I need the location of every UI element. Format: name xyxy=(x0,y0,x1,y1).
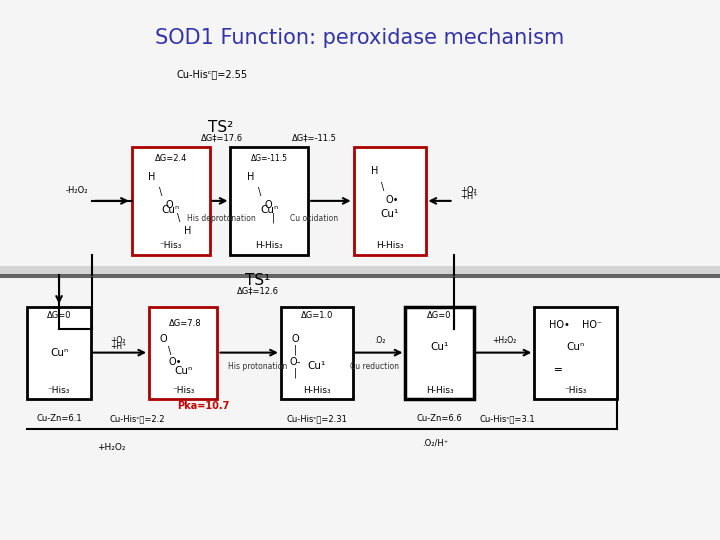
Text: O•: O• xyxy=(386,195,399,205)
Text: ΔG‡=17.6: ΔG‡=17.6 xyxy=(201,133,243,142)
Text: HO⁻: HO⁻ xyxy=(582,320,602,330)
Text: +H₂O₂: +H₂O₂ xyxy=(97,443,126,451)
Text: TS²: TS² xyxy=(208,120,234,135)
Bar xyxy=(0,274,720,278)
Text: ΔG‡=-11.5: ΔG‡=-11.5 xyxy=(292,133,336,142)
Bar xyxy=(354,147,426,255)
Text: |: | xyxy=(272,213,275,224)
Text: O: O xyxy=(292,334,299,344)
Text: \: \ xyxy=(381,182,384,192)
Text: Cu-Hisᶜᶃ=2.2: Cu-Hisᶜᶃ=2.2 xyxy=(109,414,165,423)
Text: O-: O- xyxy=(289,357,301,367)
Text: \: \ xyxy=(177,213,180,223)
Text: SOD1 Function: peroxidase mechanism: SOD1 Function: peroxidase mechanism xyxy=(156,28,564,48)
Text: Cuⁿ: Cuⁿ xyxy=(174,366,192,376)
Text: \: \ xyxy=(159,187,162,197)
Text: Cu-Hisᶜᶃ=2.55: Cu-Hisᶜᶃ=2.55 xyxy=(176,70,247,79)
Text: Cu-Hisᶜᶃ=2.31: Cu-Hisᶜᶃ=2.31 xyxy=(287,414,347,423)
Text: Pka=10.7: Pka=10.7 xyxy=(177,401,229,411)
Bar xyxy=(27,307,91,399)
Text: H: H xyxy=(184,226,192,236)
Text: ΔG=7.8: ΔG=7.8 xyxy=(169,319,202,328)
Bar xyxy=(281,307,353,399)
Text: \: \ xyxy=(168,346,171,356)
Text: His deprotonation: His deprotonation xyxy=(187,214,256,223)
Text: H-His₃: H-His₃ xyxy=(256,241,283,249)
Text: ═: ═ xyxy=(554,364,561,374)
Text: ΔG=-11.5: ΔG=-11.5 xyxy=(251,154,288,163)
Text: Cuⁿ: Cuⁿ xyxy=(567,342,585,352)
Text: O: O xyxy=(166,200,173,210)
Text: Cu-Zn=6.6: Cu-Zn=6.6 xyxy=(416,414,462,423)
Bar xyxy=(132,147,210,255)
Text: Cu-Zn=6.1: Cu-Zn=6.1 xyxy=(36,414,82,423)
Text: H: H xyxy=(247,172,254,182)
Text: O: O xyxy=(264,200,271,210)
Text: +H₂O₂: +H₂O₂ xyxy=(492,336,516,345)
Text: +H⁺: +H⁺ xyxy=(460,192,477,201)
Bar xyxy=(405,307,474,399)
Text: Cu oxidation: Cu oxidation xyxy=(290,214,338,223)
Text: \: \ xyxy=(258,187,261,197)
Text: .O₂: .O₂ xyxy=(374,336,385,345)
Text: ⁻His₃: ⁻His₃ xyxy=(172,387,194,395)
Text: -H₂O₂: -H₂O₂ xyxy=(66,186,89,194)
Text: H: H xyxy=(372,166,379,176)
Text: Cu¹: Cu¹ xyxy=(431,342,449,352)
Bar xyxy=(534,307,617,399)
Text: ⁻His₃: ⁻His₃ xyxy=(564,387,587,395)
Bar xyxy=(230,147,308,255)
Text: Cuⁿ: Cuⁿ xyxy=(260,205,279,214)
Text: +O₂: +O₂ xyxy=(460,186,477,194)
Text: ΔG=1.0: ΔG=1.0 xyxy=(301,311,333,320)
Text: +O₂: +O₂ xyxy=(110,336,126,345)
Text: |: | xyxy=(294,345,297,355)
Text: ⁻His₃: ⁻His₃ xyxy=(48,387,71,395)
Text: HO•: HO• xyxy=(549,320,570,330)
Text: .O₂/H⁺: .O₂/H⁺ xyxy=(423,438,449,447)
Text: +H⁺: +H⁺ xyxy=(110,342,126,351)
Text: Cuⁿ: Cuⁿ xyxy=(161,205,180,214)
Text: Cuⁿ: Cuⁿ xyxy=(50,348,68,357)
Text: H-His₃: H-His₃ xyxy=(303,387,330,395)
Text: |: | xyxy=(294,368,297,378)
Text: O•: O• xyxy=(168,357,181,367)
Text: ΔG=0: ΔG=0 xyxy=(47,311,71,320)
Text: ΔG=0: ΔG=0 xyxy=(427,311,452,320)
Text: H: H xyxy=(148,172,156,182)
Text: ΔG‡=12.6: ΔG‡=12.6 xyxy=(237,286,279,295)
Text: Cu¹: Cu¹ xyxy=(307,361,326,372)
Text: ΔG=2.4: ΔG=2.4 xyxy=(155,154,186,163)
Bar xyxy=(0,266,720,275)
Text: H-His₃: H-His₃ xyxy=(426,387,454,395)
Text: Cu-Hisᶜᶃ=3.1: Cu-Hisᶜᶃ=3.1 xyxy=(480,414,536,423)
Text: Cu¹: Cu¹ xyxy=(380,209,399,219)
Text: H-His₃: H-His₃ xyxy=(376,241,403,249)
Text: TS¹: TS¹ xyxy=(245,273,271,288)
Text: ⁻His₃: ⁻His₃ xyxy=(159,241,182,249)
Text: O: O xyxy=(160,334,167,344)
Text: Cu reduction: Cu reduction xyxy=(350,362,399,370)
Bar xyxy=(149,307,217,399)
Text: His protonation: His protonation xyxy=(228,362,287,370)
